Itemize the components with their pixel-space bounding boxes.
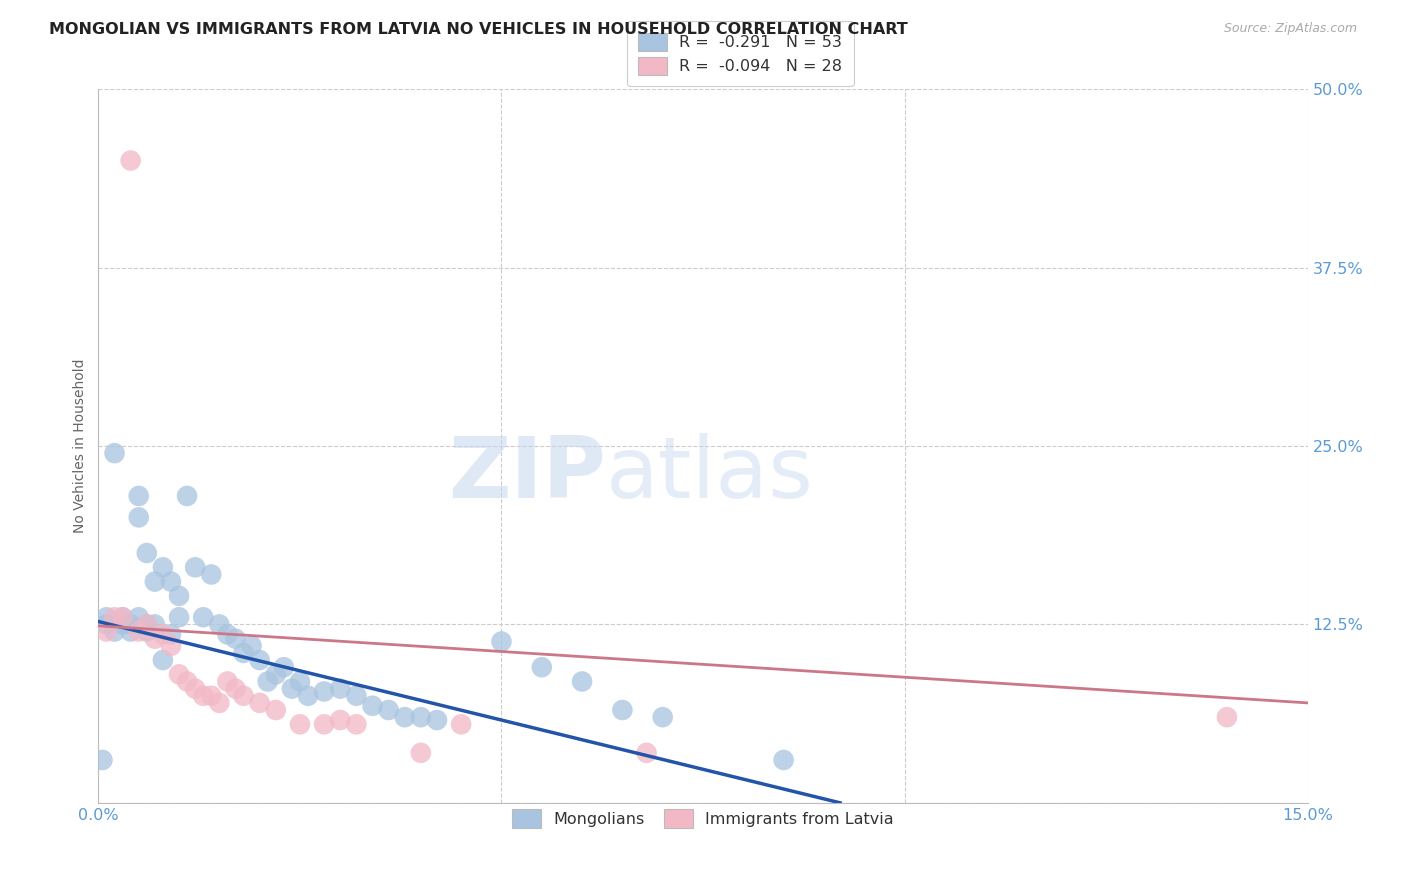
Point [208, 696, 231, 710]
Point [249, 696, 271, 710]
Point [240, 639, 263, 653]
Point [232, 689, 254, 703]
Point [530, 660, 553, 674]
Point [256, 674, 278, 689]
Point [217, 627, 239, 641]
Point [329, 713, 352, 727]
Point [167, 610, 190, 624]
Point [1216, 710, 1239, 724]
Point [772, 753, 794, 767]
Point [160, 627, 183, 641]
Point [135, 546, 157, 560]
Point [135, 617, 157, 632]
Point [450, 717, 472, 731]
Point [224, 681, 246, 696]
Point [120, 624, 142, 639]
Text: atlas: atlas [606, 433, 814, 516]
Point [111, 610, 134, 624]
Point [193, 689, 215, 703]
Point [200, 567, 222, 582]
Text: MONGOLIAN VS IMMIGRANTS FROM LATVIA NO VEHICLES IN HOUSEHOLD CORRELATION CHART: MONGOLIAN VS IMMIGRANTS FROM LATVIA NO V… [49, 22, 908, 37]
Point [184, 681, 207, 696]
Point [152, 627, 174, 641]
Point [651, 710, 673, 724]
Text: ZIP: ZIP [449, 433, 606, 516]
Point [176, 489, 198, 503]
Point [329, 681, 352, 696]
Point [314, 717, 336, 731]
Point [361, 698, 384, 713]
Point [612, 703, 634, 717]
Point [264, 667, 287, 681]
Point [167, 667, 190, 681]
Point [103, 610, 125, 624]
Point [288, 674, 311, 689]
Point [273, 660, 295, 674]
Point [200, 689, 222, 703]
Point [103, 624, 125, 639]
Point [128, 489, 150, 503]
Point [167, 589, 190, 603]
Point [176, 674, 198, 689]
Point [103, 446, 125, 460]
Point [160, 639, 183, 653]
Point [217, 674, 239, 689]
Point [314, 684, 336, 698]
Point [491, 634, 513, 648]
Point [128, 610, 150, 624]
Point [224, 632, 246, 646]
Text: Source: ZipAtlas.com: Source: ZipAtlas.com [1223, 22, 1357, 36]
Point [143, 632, 166, 646]
Point [571, 674, 593, 689]
Point [249, 653, 271, 667]
Point [152, 560, 174, 574]
Point [111, 617, 134, 632]
Point [128, 624, 150, 639]
Point [297, 689, 319, 703]
Point [120, 617, 142, 632]
Point [344, 689, 367, 703]
Point [409, 746, 432, 760]
Point [120, 153, 142, 168]
Point [426, 713, 449, 727]
Point [128, 510, 150, 524]
Point [394, 710, 416, 724]
Point [281, 681, 304, 696]
Point [193, 610, 215, 624]
Point [184, 560, 207, 574]
Point [377, 703, 399, 717]
Point [288, 717, 311, 731]
Point [409, 710, 432, 724]
Point [135, 624, 157, 639]
Point [264, 703, 287, 717]
Point [96, 624, 118, 639]
Point [160, 574, 183, 589]
Point [232, 646, 254, 660]
Legend: Mongolians, Immigrants from Latvia: Mongolians, Immigrants from Latvia [506, 803, 900, 834]
Point [135, 617, 157, 632]
Point [96, 610, 118, 624]
Point [143, 617, 166, 632]
Point [96, 617, 118, 632]
Point [143, 574, 166, 589]
Point [344, 717, 367, 731]
Point [636, 746, 658, 760]
Point [208, 617, 231, 632]
Point [91, 753, 114, 767]
Y-axis label: No Vehicles in Household: No Vehicles in Household [73, 359, 87, 533]
Point [111, 610, 134, 624]
Point [152, 653, 174, 667]
